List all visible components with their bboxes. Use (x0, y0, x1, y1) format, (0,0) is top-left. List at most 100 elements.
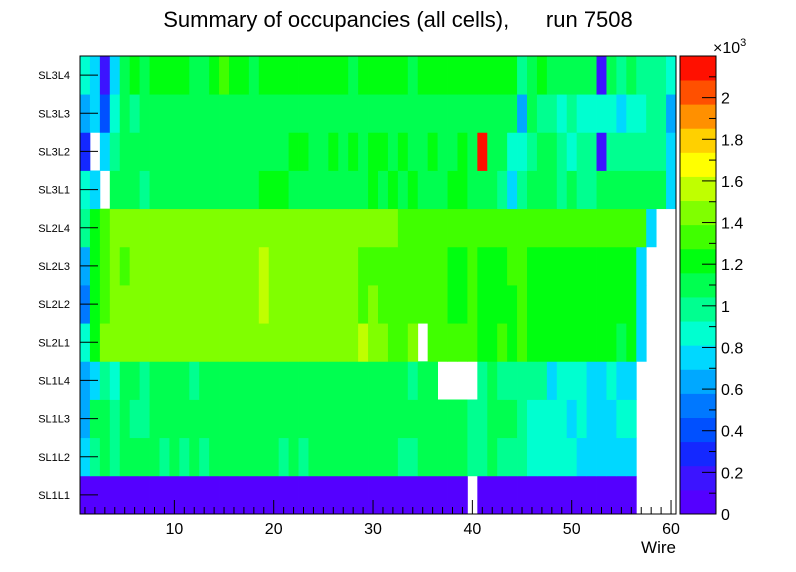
heatmap-cell (229, 285, 240, 324)
color-scale-swatch (680, 248, 716, 274)
heatmap-cell (368, 399, 379, 439)
heatmap-cell (477, 437, 488, 477)
x-tick-label: 60 (662, 521, 680, 538)
heatmap-cell (179, 285, 190, 324)
heatmap-cell (159, 246, 170, 286)
heatmap-cell (646, 208, 657, 248)
heatmap-cell (209, 246, 220, 286)
heatmap-cell (576, 475, 587, 515)
heatmap-cell (99, 285, 111, 324)
heatmap-cell (447, 323, 458, 362)
heatmap-cell (497, 361, 508, 400)
heatmap-cell (407, 437, 419, 477)
heatmap-cell (189, 94, 200, 133)
heatmap-cell (536, 94, 548, 133)
heatmap-cell (586, 94, 597, 133)
heatmap-cell (397, 437, 409, 477)
heatmap-cell (596, 437, 607, 477)
heatmap-cell (378, 132, 389, 171)
heatmap-cell (626, 132, 637, 171)
heatmap-cell (129, 399, 140, 439)
heatmap-cell (159, 437, 170, 477)
heatmap-cell (527, 94, 538, 133)
heatmap-cell (179, 246, 190, 286)
heatmap-cell (457, 132, 468, 171)
heatmap-cell (407, 208, 419, 248)
heatmap-cell (298, 208, 309, 248)
heatmap-cell (616, 323, 627, 362)
heatmap-cell (159, 399, 170, 439)
heatmap-cell (199, 246, 210, 286)
heatmap-cell (149, 399, 160, 439)
heatmap-cell (318, 56, 329, 95)
heatmap-cell (229, 399, 240, 439)
heatmap-cell (328, 323, 339, 362)
heatmap-cell (387, 94, 399, 133)
heatmap-cell (238, 323, 250, 362)
heatmap-cell (288, 475, 299, 515)
heatmap-cell (566, 208, 578, 248)
heatmap-cell (298, 399, 309, 439)
heatmap-cell (566, 475, 578, 515)
heatmap-cell (477, 170, 488, 210)
heatmap-cell (119, 246, 131, 286)
heatmap-cell (447, 94, 458, 133)
heatmap-cell (586, 475, 597, 515)
heatmap-cell (546, 170, 558, 210)
heatmap-cell (646, 56, 657, 95)
heatmap-cell (527, 170, 538, 210)
heatmap-cell (189, 361, 200, 400)
heatmap-cell (169, 208, 180, 248)
heatmap-cell (258, 437, 270, 477)
heatmap-cell (238, 475, 250, 515)
heatmap-cell (179, 208, 190, 248)
heatmap-cell (318, 285, 329, 324)
heatmap-cell (209, 132, 220, 171)
heatmap-cell (517, 399, 528, 439)
heatmap-cell (119, 56, 131, 95)
heatmap-cell (507, 323, 518, 362)
heatmap-cell (626, 475, 637, 515)
heatmap-cell (159, 323, 170, 362)
heatmap-cell (318, 246, 329, 286)
heatmap-cell (129, 285, 140, 324)
heatmap-cell (328, 170, 339, 210)
heatmap-cell (318, 475, 329, 515)
heatmap-cell (606, 132, 617, 171)
chart-title: Summary of occupancies (all cells), run … (163, 7, 633, 32)
heatmap-cell (477, 208, 488, 248)
heatmap-cell (199, 132, 210, 171)
heatmap-cell (527, 475, 538, 515)
heatmap-cell (129, 94, 140, 133)
heatmap-cell (596, 170, 607, 210)
heatmap-cell (169, 361, 180, 400)
heatmap-cell (368, 132, 379, 171)
heatmap-cell (169, 56, 180, 95)
heatmap-cell (209, 475, 220, 515)
heatmap-cell (219, 399, 230, 439)
heatmap-cell (199, 361, 210, 400)
heatmap-cell (258, 399, 270, 439)
heatmap-cell (387, 475, 399, 515)
color-scale-swatch (680, 176, 716, 202)
heatmap-cell (268, 170, 280, 210)
heatmap-cell (139, 132, 150, 171)
heatmap-cell (129, 132, 140, 171)
heatmap-cell (447, 285, 458, 324)
color-scale-swatch (680, 489, 716, 515)
heatmap-cell (109, 361, 121, 400)
heatmap-cell (278, 475, 289, 515)
heatmap-cell (556, 475, 568, 515)
heatmap-cell (189, 399, 200, 439)
color-scale-swatch (680, 465, 716, 491)
heatmap-cell (288, 132, 299, 171)
heatmap-cell (338, 56, 349, 95)
heatmap-cell (546, 94, 558, 133)
heatmap-cell (507, 475, 518, 515)
heatmap-cell (288, 361, 299, 400)
heatmap-cell (109, 399, 121, 439)
heatmap-cell (229, 323, 240, 362)
heatmap-cell (427, 285, 438, 324)
heatmap-cell (308, 208, 319, 248)
heatmap-cell (497, 132, 508, 171)
